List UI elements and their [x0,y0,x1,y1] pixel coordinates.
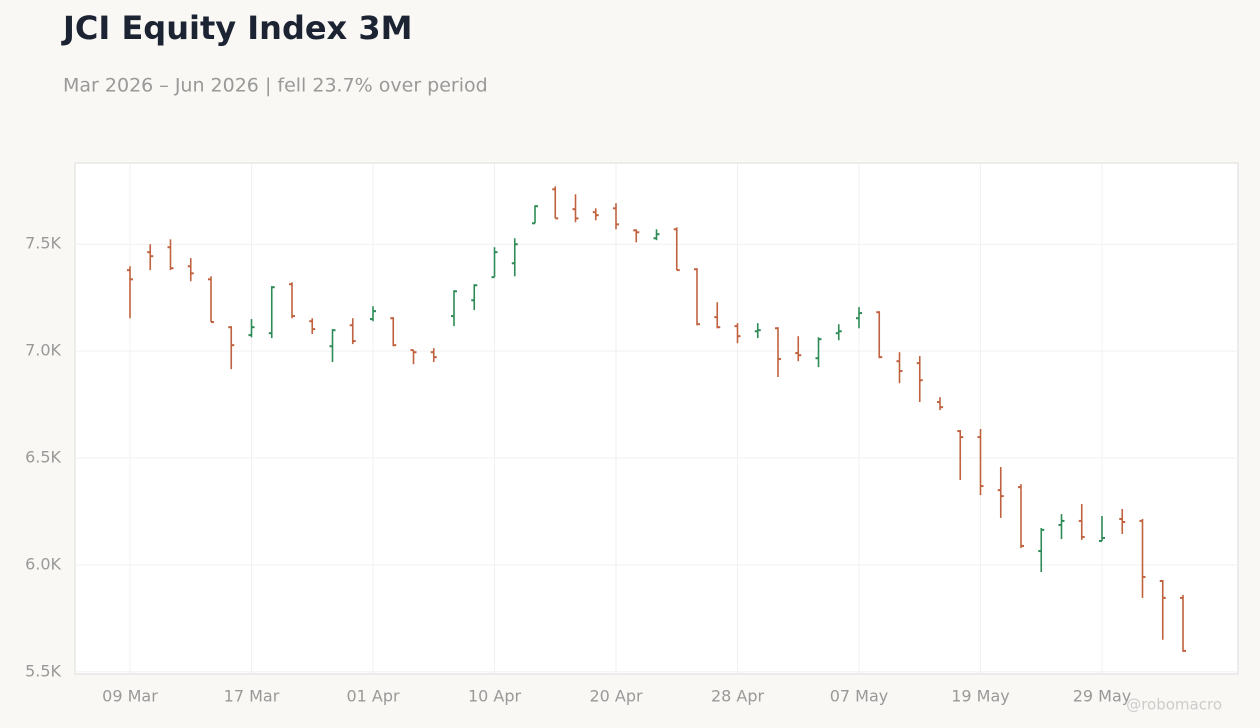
chart-subtitle: Mar 2026 – Jun 2026 | fell 23.7% over pe… [63,75,488,97]
y-tick-label: 6.5K [25,448,61,467]
x-tick-label: 07 May [830,687,889,706]
x-tick-label: 19 May [951,687,1010,706]
y-tick-label: 7.0K [25,341,61,360]
x-tick-label: 09 Mar [102,687,158,706]
x-tick-label: 20 Apr [589,687,643,706]
y-tick-label: 7.5K [25,234,61,253]
x-tick-label: 01 Apr [346,687,400,706]
y-tick-label: 5.5K [25,661,61,680]
x-tick-label: 17 Mar [224,687,280,706]
x-tick-label: 28 Apr [711,687,765,706]
chart-title: JCI Equity Index 3M [61,9,412,47]
watermark: @robomacro [1126,696,1222,714]
plot-area [74,162,1239,675]
y-tick-label: 6.0K [25,554,61,573]
x-tick-label: 29 May [1073,687,1132,706]
x-tick-label: 10 Apr [468,687,522,706]
